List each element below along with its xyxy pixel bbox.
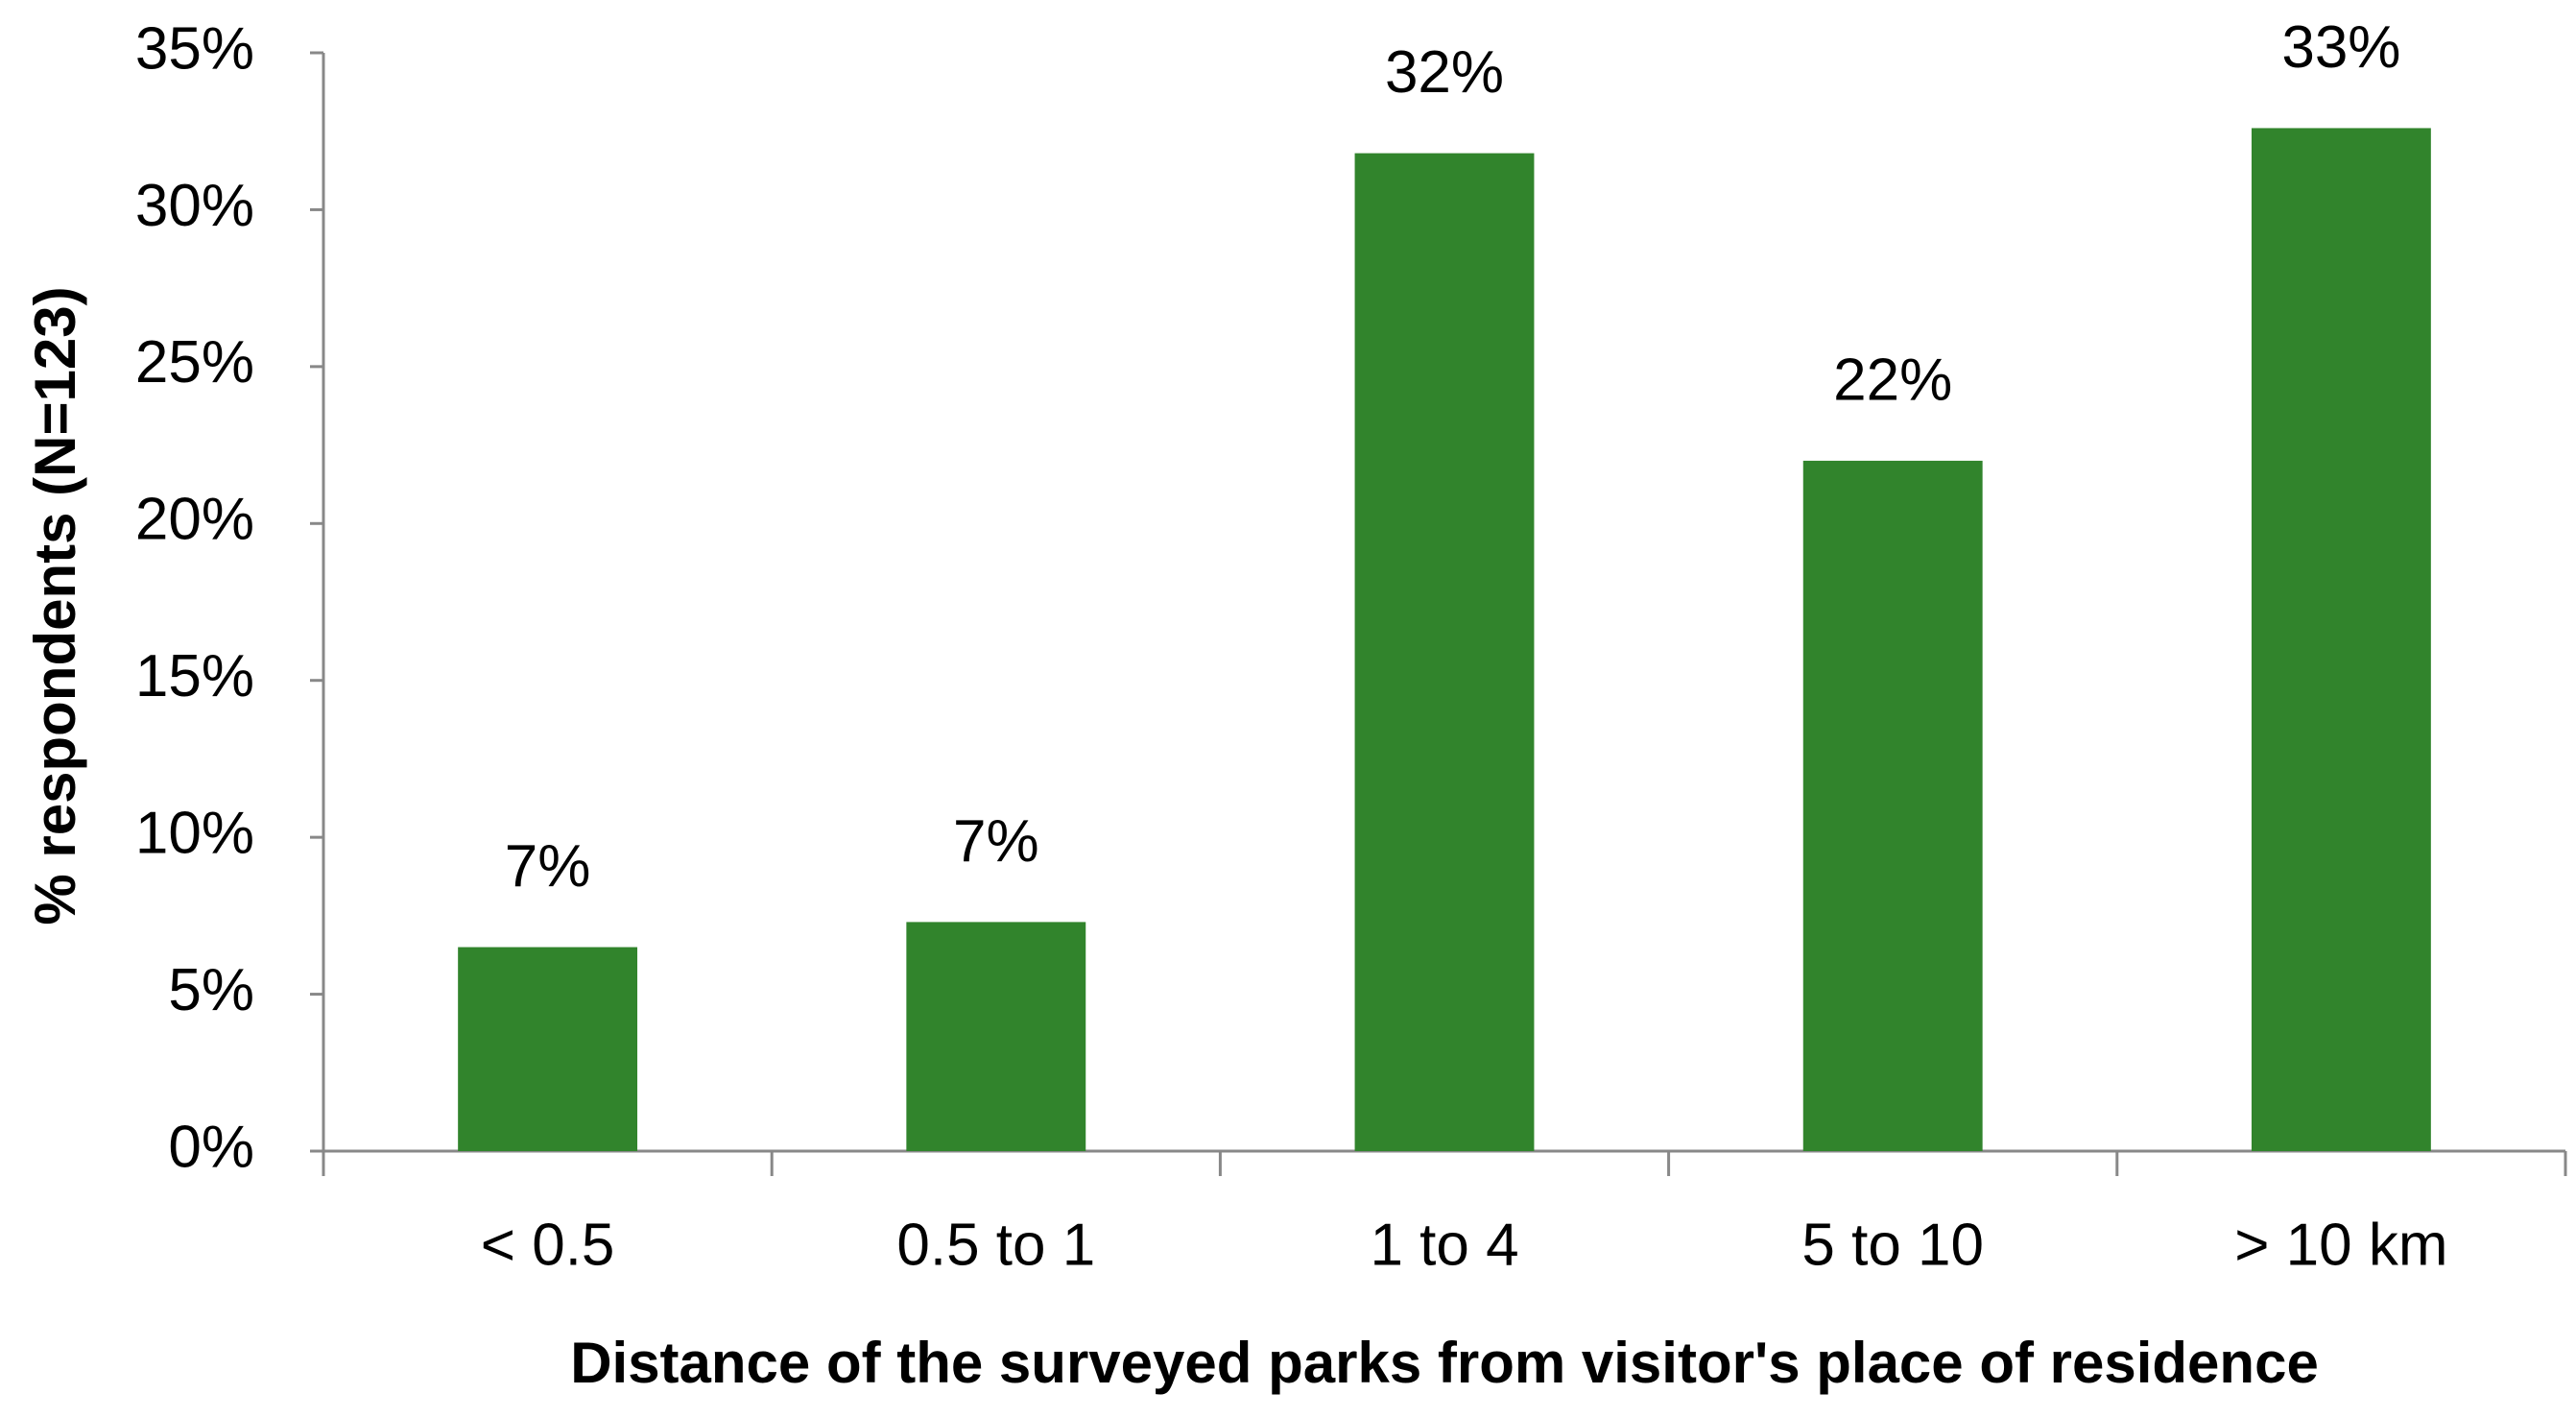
- x-tick-label: 0.5 to 1: [896, 1212, 1095, 1278]
- x-tick-label: 1 to 4: [1370, 1212, 1518, 1278]
- data-label: 7%: [505, 833, 591, 900]
- y-tick-label: 15%: [135, 643, 254, 709]
- bar: [906, 922, 1086, 1151]
- y-tick-label: 10%: [135, 801, 254, 867]
- y-tick-label: 35%: [135, 15, 254, 82]
- y-tick-label: 25%: [135, 329, 254, 396]
- y-tick-label: 30%: [135, 173, 254, 239]
- y-tick-label: 5%: [168, 957, 254, 1023]
- x-tick-label: > 10 km: [2234, 1212, 2447, 1278]
- bar: [458, 947, 638, 1151]
- bar: [1354, 153, 1535, 1152]
- data-label: 22%: [1833, 347, 1952, 413]
- data-label: 32%: [1385, 39, 1504, 106]
- data-label: 7%: [953, 808, 1039, 875]
- x-tick-label: 5 to 10: [1801, 1212, 1984, 1278]
- y-axis-title: % respondents (N=123): [23, 286, 87, 925]
- bar: [1802, 460, 1983, 1151]
- y-tick-label: 0%: [168, 1114, 254, 1180]
- x-tick-label: < 0.5: [481, 1212, 615, 1278]
- y-tick-label: 20%: [135, 487, 254, 553]
- x-axis-title: Distance of the surveyed parks from visi…: [570, 1331, 2319, 1395]
- bar: [2251, 128, 2431, 1152]
- data-label: 33%: [2281, 14, 2400, 81]
